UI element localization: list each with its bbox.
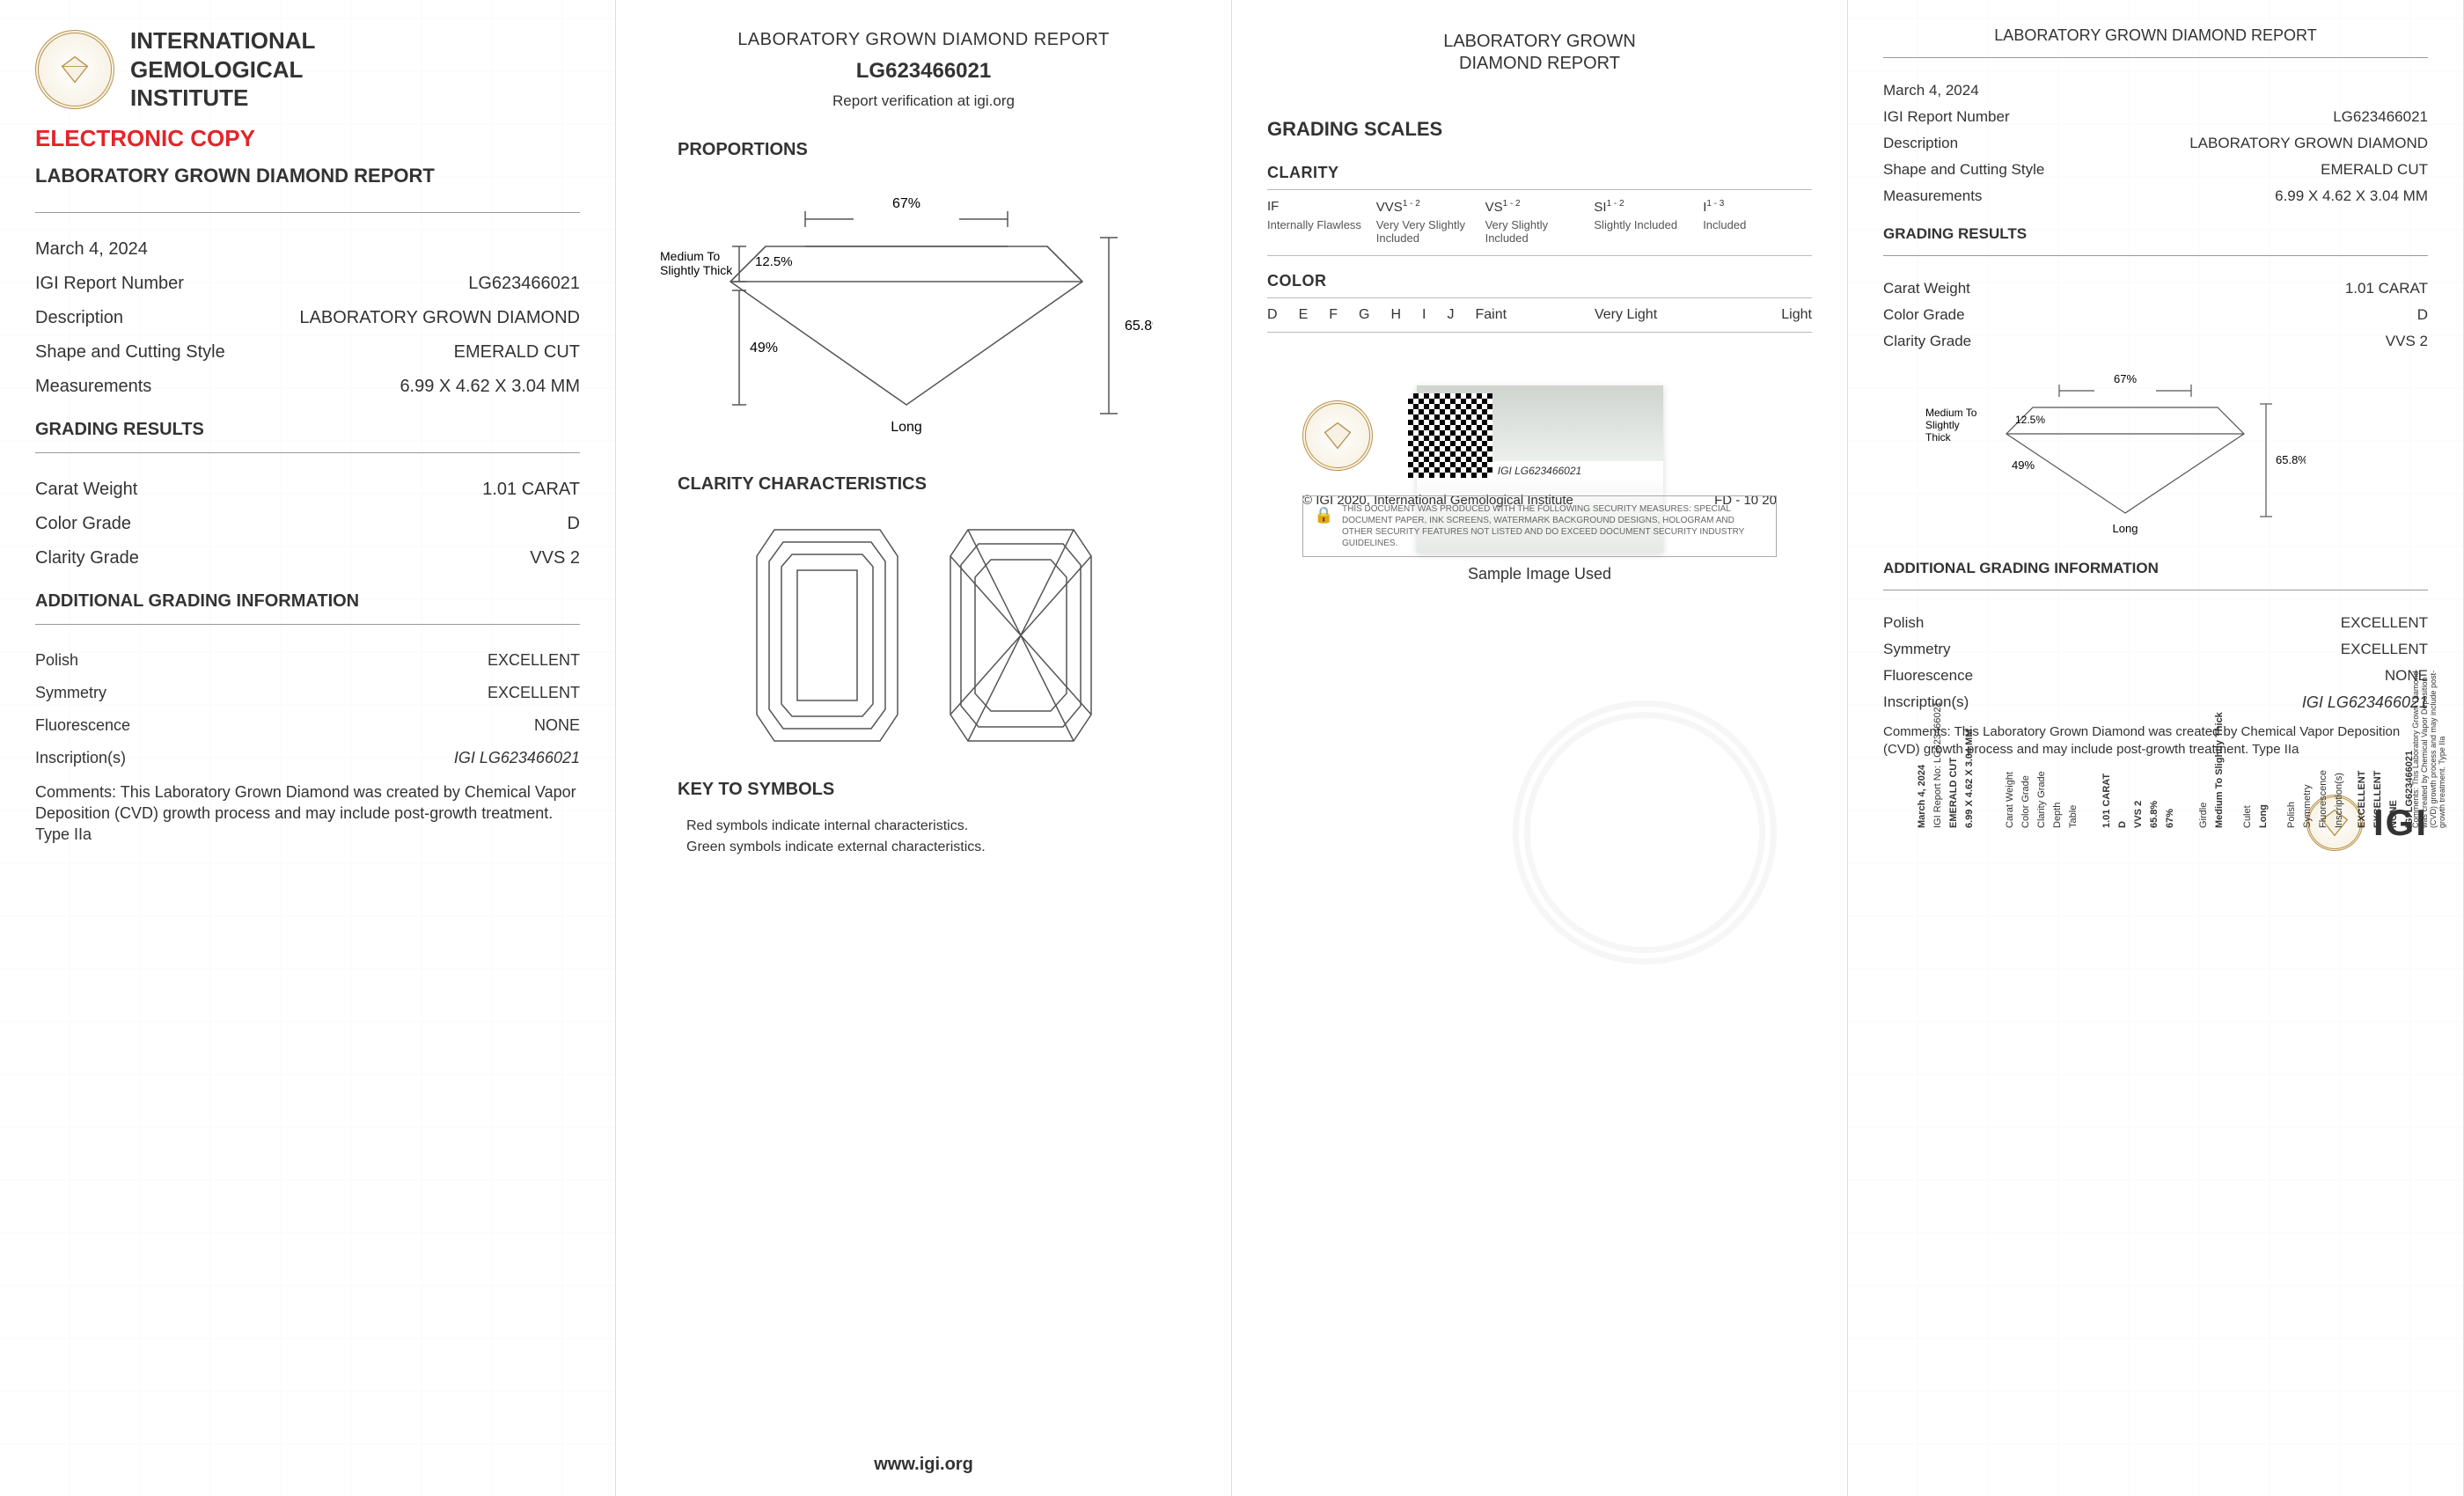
- date: March 4, 2024: [35, 239, 148, 260]
- divider: [35, 212, 580, 213]
- table-pct: 67%: [892, 196, 920, 211]
- culet-label: Long: [891, 420, 922, 435]
- svg-text:Medium ToSlightly Thick: Medium ToSlightly Thick: [660, 249, 733, 277]
- qr-code-icon: [1408, 393, 1492, 478]
- divider: [1883, 57, 2428, 58]
- value: 6.99 X 4.62 X 3.04 MM: [2275, 187, 2428, 205]
- security-notice: THIS DOCUMENT WAS PRODUCED WITH THE FOLL…: [1302, 495, 1777, 557]
- label: Carat Weight: [35, 480, 137, 500]
- divider: [35, 624, 580, 625]
- label: Carat Weight: [1883, 280, 1970, 297]
- proportions-diagram: 67% 12.5% 49% 65.8% Medium ToSlightly Th…: [660, 176, 1196, 444]
- value: NONE: [534, 716, 580, 735]
- value: LABORATORY GROWN DIAMOND: [299, 308, 580, 328]
- color-subhead: COLOR: [1267, 272, 1812, 290]
- comments: Comments: This Laboratory Grown Diamond …: [35, 781, 580, 846]
- footer-link: www.igi.org: [616, 1455, 1231, 1475]
- igi-seal-icon: [35, 30, 114, 109]
- inscription-value: IGI LG623466021: [454, 749, 580, 767]
- p4-title: LABORATORY GROWN DIAMOND REPORT: [1883, 26, 2428, 45]
- svg-text:67%: 67%: [2114, 372, 2137, 385]
- svg-text:12.5%: 12.5%: [2015, 414, 2045, 426]
- label: Shape and Cutting Style: [1883, 161, 2044, 179]
- label: Clarity Grade: [35, 548, 139, 568]
- value: 1.01 CARAT: [2345, 280, 2428, 297]
- rotated-summary-strip: March 4, 2024 IGI Report No: LG623466021…: [1918, 661, 2393, 828]
- date: March 4, 2024: [1883, 82, 1979, 99]
- label: Measurements: [35, 377, 151, 397]
- label: IGI Report Number: [1883, 108, 2010, 126]
- clarity-diagrams: [651, 521, 1196, 750]
- p3-title2: DIAMOND REPORT: [1267, 54, 1812, 74]
- label: IGI Report Number: [35, 274, 184, 294]
- value: LABORATORY GROWN DIAMOND: [2189, 135, 2428, 152]
- panel2-report-no: LG623466021: [651, 59, 1196, 84]
- value: 6.99 X 4.62 X 3.04 MM: [400, 377, 580, 397]
- svg-text:Medium ToSlightlyThick: Medium ToSlightlyThick: [1925, 407, 1977, 444]
- depth-pct: 65.8%: [1125, 319, 1153, 334]
- svg-text:Long: Long: [2113, 522, 2138, 535]
- grading-scales: GRADING SCALES: [1267, 118, 1812, 141]
- label: Inscription(s): [35, 749, 126, 767]
- value: VVS 2: [530, 548, 580, 568]
- panel2-verify: Report verification at igi.org: [651, 92, 1196, 110]
- value: EXCELLENT: [488, 684, 580, 702]
- divider: [35, 452, 580, 453]
- value: EXCELLENT: [488, 651, 580, 670]
- label: Fluorescence: [35, 716, 130, 735]
- svg-text:49%: 49%: [2012, 458, 2035, 472]
- value: EMERALD CUT: [454, 342, 580, 363]
- label: Clarity Grade: [1883, 333, 1971, 350]
- clarity-codes: IF VVS1 - 2 VS1 - 2 SI1 - 2 I1 - 3: [1267, 189, 1812, 218]
- key-red: Red symbols indicate internal characteri…: [686, 816, 1196, 837]
- label: Description: [1883, 135, 1958, 152]
- electronic-copy-label: ELECTRONIC COPY: [35, 125, 580, 152]
- clarity-subhead: CLARITY: [1267, 164, 1812, 182]
- svg-text:65.8%: 65.8%: [2276, 453, 2306, 466]
- label: Polish: [35, 651, 78, 670]
- value: VVS 2: [2386, 333, 2428, 350]
- additional-header: ADDITIONAL GRADING INFORMATION: [35, 591, 580, 612]
- value: D: [2417, 306, 2428, 324]
- value: LG623466021: [468, 274, 580, 294]
- value: EMERALD CUT: [2321, 161, 2428, 179]
- clarity-desc: Internally FlawlessVery Very Slightly In…: [1267, 218, 1812, 256]
- value: EXCELLENT: [2341, 614, 2428, 632]
- label: Symmetry: [1883, 641, 1951, 658]
- value: LG623466021: [2333, 108, 2428, 126]
- report-title: LABORATORY GROWN DIAMOND REPORT: [35, 165, 580, 187]
- clarity-char-header: CLARITY CHARACTERISTICS: [678, 474, 1196, 495]
- sample-caption: Sample Image Used: [1267, 565, 1812, 583]
- label: Measurements: [1883, 187, 1982, 205]
- key-green: Green symbols indicate external characte…: [686, 837, 1196, 858]
- value: EXCELLENT: [2341, 641, 2428, 658]
- value: D: [568, 514, 580, 534]
- pavilion-pct: 49%: [750, 341, 778, 356]
- watermark-seal-icon: [1513, 700, 1777, 964]
- label: Polish: [1883, 614, 1924, 632]
- grading-header: GRADING RESULTS: [35, 420, 580, 440]
- label: Symmetry: [35, 684, 106, 702]
- color-scale: DEFGHIJ FaintVery LightLight: [1267, 297, 1812, 333]
- label: Description: [35, 308, 123, 328]
- org-name: INTERNATIONALGEMOLOGICALINSTITUTE: [130, 26, 315, 113]
- label: Shape and Cutting Style: [35, 342, 225, 363]
- grading-header: GRADING RESULTS: [1883, 225, 2428, 243]
- label: Color Grade: [35, 514, 131, 534]
- igi-seal-icon: [1302, 400, 1373, 471]
- crown-pct: 12.5%: [755, 254, 793, 269]
- divider: [1883, 255, 2428, 256]
- key-header: KEY TO SYMBOLS: [678, 780, 1196, 800]
- additional-header: ADDITIONAL GRADING INFORMATION: [1883, 560, 2428, 577]
- value: 1.01 CARAT: [482, 480, 580, 500]
- org-header: INTERNATIONALGEMOLOGICALINSTITUTE: [35, 26, 580, 113]
- label: Color Grade: [1883, 306, 1965, 324]
- mini-proportions-diagram: 67% 12.5% 49% 65.8% Medium ToSlightlyThi…: [1918, 372, 2428, 544]
- panel2-title: LABORATORY GROWN DIAMOND REPORT: [651, 30, 1196, 50]
- p3-title1: LABORATORY GROWN: [1267, 32, 1812, 52]
- proportions-header: PROPORTIONS: [678, 140, 1196, 160]
